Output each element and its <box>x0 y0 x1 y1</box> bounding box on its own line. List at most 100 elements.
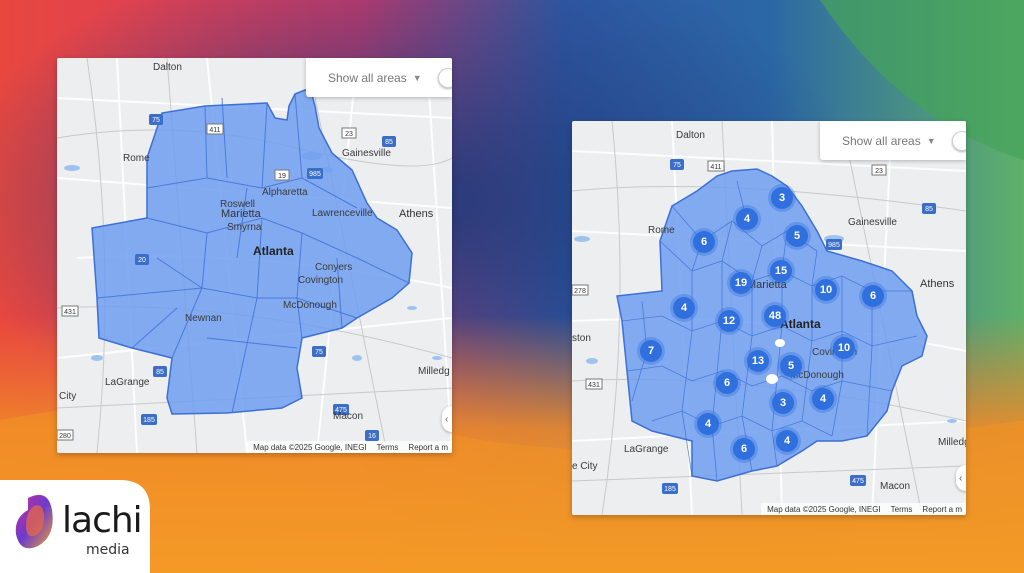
service-area-map-right[interactable]: 75 411 23 85 985 278 431 185 475 Dalton … <box>572 121 966 515</box>
area-cluster-marker[interactable]: 19 <box>730 272 752 294</box>
area-cluster-marker[interactable]: 5 <box>786 225 808 247</box>
area-cluster-marker[interactable]: 6 <box>862 285 884 307</box>
svg-text:185: 185 <box>664 486 676 493</box>
svg-text:85: 85 <box>385 139 393 146</box>
route-shield-278: 278 <box>572 284 589 296</box>
svg-text:23: 23 <box>345 131 353 138</box>
city-label: City <box>59 391 77 402</box>
city-label: Roswell <box>220 199 256 210</box>
show-all-areas-toggle[interactable] <box>438 68 452 88</box>
route-shield-20: 20 <box>135 254 149 265</box>
terms-link[interactable]: Terms <box>890 504 913 514</box>
route-shield-85: 85 <box>382 136 396 147</box>
route-shield-75b: 75 <box>312 346 326 357</box>
svg-text:411: 411 <box>710 164 721 171</box>
city-label: Atlanta <box>253 244 294 258</box>
city-label: Gainesville <box>848 217 897 228</box>
svg-text:85: 85 <box>925 206 933 213</box>
city-label: Alpharetta <box>262 187 308 198</box>
city-label: Marietta <box>221 208 261 220</box>
show-all-areas-toggle[interactable] <box>952 131 966 151</box>
area-cluster-marker[interactable]: 4 <box>673 297 695 319</box>
area-cluster-marker[interactable]: 3 <box>772 392 794 414</box>
svg-text:75: 75 <box>152 117 160 124</box>
city-label: McDonough <box>283 300 337 311</box>
area-cluster-marker[interactable]: 5 <box>780 355 802 377</box>
city-label: LaGrange <box>105 377 150 388</box>
route-shield-23: 23 <box>871 164 887 176</box>
service-area-map-left[interactable]: 75 411 23 85 985 20 19 431 85 75 16 185 … <box>57 58 452 453</box>
expand-panel-icon[interactable]: ‹ <box>442 406 452 432</box>
report-link[interactable]: Report a m <box>922 504 962 514</box>
svg-text:475: 475 <box>335 407 347 414</box>
route-shield-185: 185 <box>662 483 678 494</box>
svg-text:75: 75 <box>673 162 681 169</box>
show-all-areas-control[interactable]: Show all areas ▼ <box>820 121 966 160</box>
map-attribution: Map data ©2025 Google, INEGI Terms Repor… <box>247 441 452 453</box>
map-attribution: Map data ©2025 Google, INEGI Terms Repor… <box>761 503 966 515</box>
map-data-text: Map data ©2025 Google, INEGI <box>767 504 881 514</box>
svg-text:75: 75 <box>315 349 323 356</box>
city-label: McDonough <box>790 370 844 381</box>
route-shield-475: 475 <box>333 404 349 415</box>
chevron-down-icon[interactable]: ▼ <box>412 72 422 83</box>
svg-text:431: 431 <box>588 382 600 389</box>
svg-text:85: 85 <box>156 369 164 376</box>
area-cluster-marker[interactable]: 7 <box>640 340 662 362</box>
route-shield-280: 280 <box>57 429 74 441</box>
svg-text:985: 985 <box>309 171 321 178</box>
area-cluster-marker[interactable]: 48 <box>764 305 786 327</box>
area-cluster-marker[interactable]: 10 <box>833 337 855 359</box>
area-cluster-marker[interactable]: 6 <box>716 372 738 394</box>
city-label: Conyers <box>315 262 353 273</box>
svg-text:985: 985 <box>828 242 840 249</box>
area-cluster-marker[interactable]: 13 <box>747 350 769 372</box>
route-shield-411: 411 <box>206 123 224 135</box>
city-label: ston <box>572 333 591 344</box>
area-cluster-marker[interactable]: 4 <box>776 430 798 452</box>
area-cluster-marker[interactable]: 6 <box>693 231 715 253</box>
svg-text:411: 411 <box>209 127 220 134</box>
route-shield-23: 23 <box>341 127 357 139</box>
route-shield-985: 985 <box>826 239 842 250</box>
area-cluster-marker[interactable]: 12 <box>718 310 740 332</box>
brand-name: lachi <box>62 500 143 541</box>
city-label: Smyrna <box>227 222 262 233</box>
map-data-text: Map data ©2025 Google, INEGI <box>253 442 367 452</box>
report-link[interactable]: Report a m <box>408 442 448 452</box>
route-shield-475: 475 <box>850 475 866 486</box>
expand-panel-icon[interactable]: ‹ <box>956 465 966 491</box>
route-shield-75: 75 <box>149 114 163 125</box>
chevron-down-icon[interactable]: ▼ <box>926 135 936 146</box>
show-all-areas-control[interactable]: Show all areas ▼ <box>306 58 452 97</box>
area-cluster-marker[interactable]: 10 <box>815 279 837 301</box>
lachi-media-logo <box>0 480 150 573</box>
route-shield-75: 75 <box>670 159 684 170</box>
city-label: e City <box>572 461 598 472</box>
area-cluster-marker[interactable]: 4 <box>736 208 758 230</box>
area-cluster-marker[interactable]: 4 <box>697 413 719 435</box>
city-label: Covington <box>298 275 344 286</box>
map-canvas-left[interactable]: 75 411 23 85 985 20 19 431 85 75 16 185 … <box>57 58 452 453</box>
route-shield-985: 985 <box>307 168 323 179</box>
route-shield-85: 85 <box>922 203 936 214</box>
svg-text:431: 431 <box>64 309 76 316</box>
area-cluster-marker[interactable]: 15 <box>770 260 792 282</box>
city-label: Macon <box>333 411 364 422</box>
svg-text:23: 23 <box>875 168 883 175</box>
city-label: Milledg <box>418 366 450 377</box>
show-all-areas-label: Show all areas <box>842 133 921 148</box>
svg-text:280: 280 <box>59 433 71 440</box>
area-cluster-marker[interactable]: 3 <box>771 187 793 209</box>
terms-link[interactable]: Terms <box>376 442 399 452</box>
svg-text:20: 20 <box>138 257 146 264</box>
svg-text:16: 16 <box>368 433 376 440</box>
area-cluster-marker[interactable]: 4 <box>812 388 834 410</box>
city-label: Rome <box>648 225 675 236</box>
svg-text:475: 475 <box>852 478 864 485</box>
city-label: Macon <box>880 481 911 492</box>
area-cluster-marker[interactable]: 6 <box>733 438 755 460</box>
show-all-areas-label: Show all areas <box>328 70 407 85</box>
route-shield-411: 411 <box>707 160 725 172</box>
city-label: Athens <box>920 278 955 290</box>
